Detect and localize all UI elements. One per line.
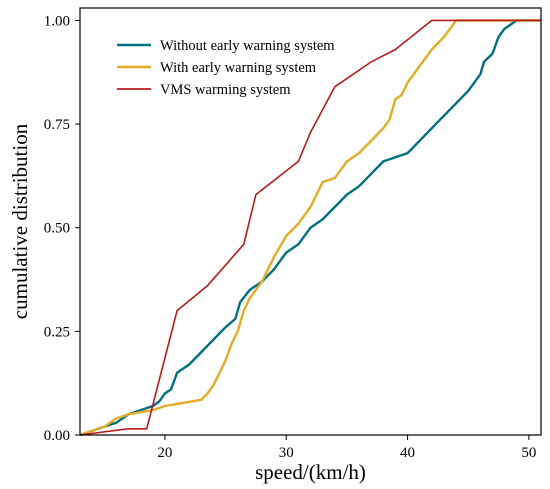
x-tick-label: 40	[400, 445, 415, 461]
y-axis-label: cumulative distribution	[8, 123, 32, 319]
x-tick-label: 30	[279, 445, 294, 461]
y-tick-label: 1.00	[44, 13, 70, 29]
series-line-1	[80, 19, 541, 437]
x-tick-label: 20	[157, 445, 172, 461]
x-axis-label: speed/(km/h)	[255, 460, 366, 484]
legend-label-3: VMS warming system	[160, 82, 291, 98]
tick-layer: 20 30 40 50 0.00 0.25 0.50 0.75 1.00	[44, 13, 537, 461]
y-tick-label: 0.50	[44, 221, 70, 237]
x-tick-label: 50	[521, 445, 536, 461]
y-tick-label: 0.00	[44, 428, 70, 444]
series-layer	[80, 19, 541, 437]
legend-label-1: Without early warning system	[160, 38, 335, 54]
legend-label-2: With early warning system	[160, 60, 317, 76]
series-line-2	[80, 19, 541, 437]
plot-frame	[79, 7, 542, 436]
y-tick-label: 0.75	[44, 117, 70, 133]
y-tick-label: 0.25	[44, 324, 70, 340]
series-line-3	[80, 19, 541, 436]
legend: Without early warning system With early w…	[117, 38, 335, 98]
